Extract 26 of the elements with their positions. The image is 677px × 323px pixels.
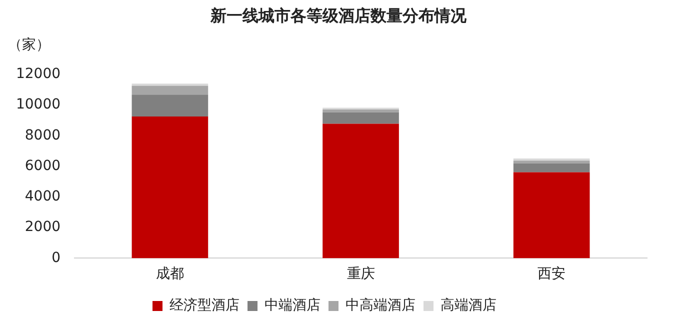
bar xyxy=(513,172,590,258)
bar xyxy=(513,163,590,172)
legend-label: 中端酒店 xyxy=(264,298,320,314)
bar xyxy=(132,94,208,117)
x-tick-label: 西安 xyxy=(538,266,566,282)
y-tick-label: 10000 xyxy=(16,96,61,113)
legend-label: 中高端酒店 xyxy=(346,298,416,314)
y-axis-title: （家） xyxy=(8,36,50,54)
bar xyxy=(322,112,399,124)
chart-title: 新一线城市各等级酒店数量分布情况 xyxy=(209,6,468,27)
legend-label: 高端酒店 xyxy=(440,298,496,314)
y-tick-label: 12000 xyxy=(16,66,61,82)
bar xyxy=(513,160,590,164)
y-tick-label: 6000 xyxy=(24,158,61,174)
bar xyxy=(132,116,208,258)
y-tick-label: 4000 xyxy=(24,188,61,205)
bar xyxy=(322,109,399,112)
bar xyxy=(132,86,208,95)
x-tick-label: 重庆 xyxy=(346,266,375,282)
y-tick-label: 2000 xyxy=(24,219,61,236)
x-tick-label: 成都 xyxy=(156,266,184,282)
y-tick-label: 8000 xyxy=(24,127,61,144)
bar xyxy=(322,124,399,258)
y-tick-label: 0 xyxy=(52,250,61,266)
bar xyxy=(513,158,590,161)
legend-label: 经济型酒店 xyxy=(170,298,240,314)
